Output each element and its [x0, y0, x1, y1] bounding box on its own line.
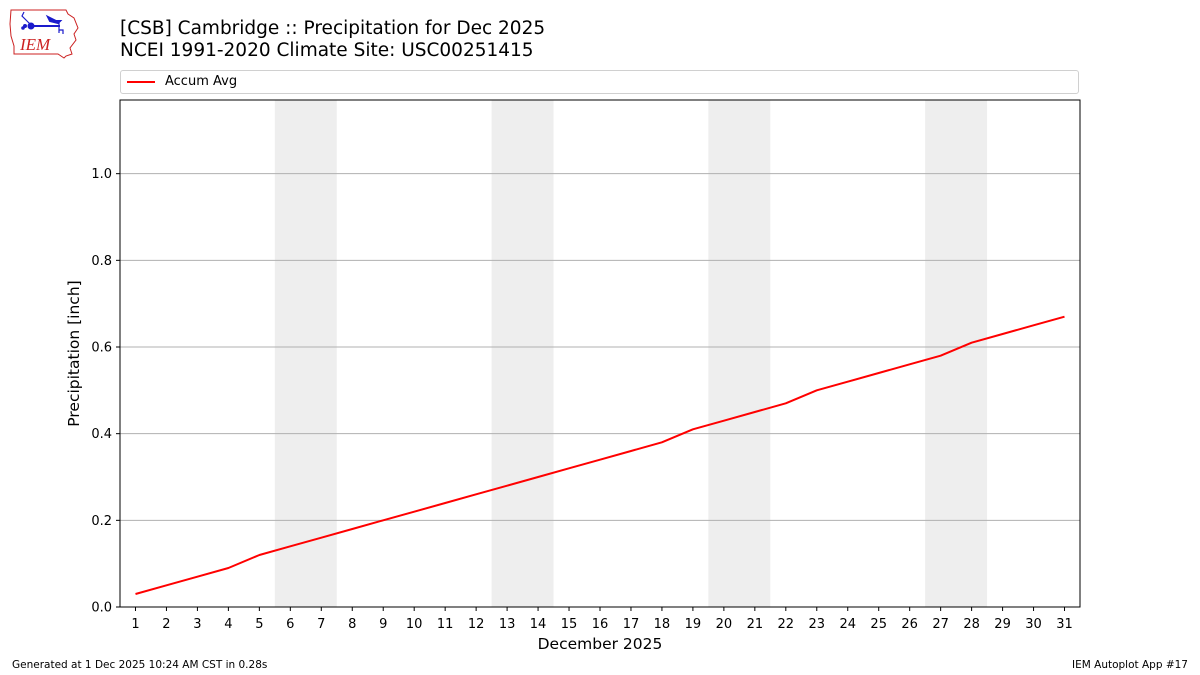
x-tick-label: 2	[162, 617, 170, 632]
y-tick-label: 1.0	[91, 167, 112, 182]
x-tick-label: 10	[406, 617, 423, 632]
x-tick-label: 21	[747, 617, 764, 632]
title-line-1: [CSB] Cambridge :: Precipitation for Dec…	[120, 18, 546, 39]
x-tick-label: 20	[716, 617, 733, 632]
accum-avg-line	[135, 315, 1065, 595]
legend-label-accum-avg: Accum Avg	[165, 74, 238, 89]
x-tick-label: 11	[437, 617, 454, 632]
weekend-shade	[925, 100, 988, 607]
iem-logo: IEM	[9, 9, 79, 59]
x-tick-label: 16	[592, 617, 609, 632]
legend: Accum Avg	[120, 70, 1079, 94]
y-tick-label: 0.2	[91, 514, 112, 529]
chart-title: [CSB] Cambridge :: Precipitation for Dec…	[120, 18, 545, 62]
plot-frame	[119, 99, 1081, 608]
x-tick-label: 29	[994, 617, 1011, 632]
iowa-outline-icon	[9, 9, 79, 59]
x-tick-label: 30	[1025, 617, 1042, 632]
logo-text: IEM	[19, 35, 51, 54]
weather-vane-icon	[21, 11, 64, 34]
x-tick-label: 22	[778, 617, 795, 632]
legend-swatch-accum-avg	[127, 81, 155, 83]
x-tick-label: 19	[685, 617, 702, 632]
weekend-shade	[274, 100, 337, 607]
x-tick-label: 6	[286, 617, 294, 632]
x-tick-label: 31	[1056, 617, 1073, 632]
x-tick-label: 5	[255, 617, 263, 632]
y-axis-label: Precipitation [inch]	[65, 280, 83, 426]
x-tick-label: 4	[224, 617, 232, 632]
weekend-shade	[491, 100, 554, 607]
x-tick-label: 3	[193, 617, 201, 632]
x-tick-label: 15	[561, 617, 578, 632]
x-tick-label: 13	[499, 617, 516, 632]
x-tick-label: 9	[379, 617, 387, 632]
x-axis-label: December 2025	[538, 635, 663, 653]
x-tick-label: 25	[870, 617, 887, 632]
x-tick-label: 17	[623, 617, 640, 632]
x-tick-label: 27	[932, 617, 949, 632]
y-tick-label: 0.6	[91, 341, 112, 356]
x-tick-label: 23	[809, 617, 826, 632]
x-tick-label: 24	[839, 617, 856, 632]
y-tick-label: 0.0	[91, 601, 112, 616]
x-tick-label: 8	[348, 617, 356, 632]
x-tick-label: 18	[654, 617, 671, 632]
x-tick-label: 1	[131, 617, 139, 632]
x-tick-label: 28	[963, 617, 980, 632]
app-label: IEM Autoplot App #17	[1072, 659, 1188, 671]
x-tick-label: 26	[901, 617, 918, 632]
x-tick-label: 7	[317, 617, 325, 632]
title-line-2: NCEI 1991-2020 Climate Site: USC00251415	[120, 40, 534, 61]
x-tick-label: 14	[530, 617, 547, 632]
y-tick-label: 0.4	[91, 427, 112, 442]
weekend-shade	[708, 100, 771, 607]
y-tick-label: 0.8	[91, 254, 112, 269]
generated-timestamp: Generated at 1 Dec 2025 10:24 AM CST in …	[12, 659, 268, 671]
x-tick-label: 12	[468, 617, 485, 632]
